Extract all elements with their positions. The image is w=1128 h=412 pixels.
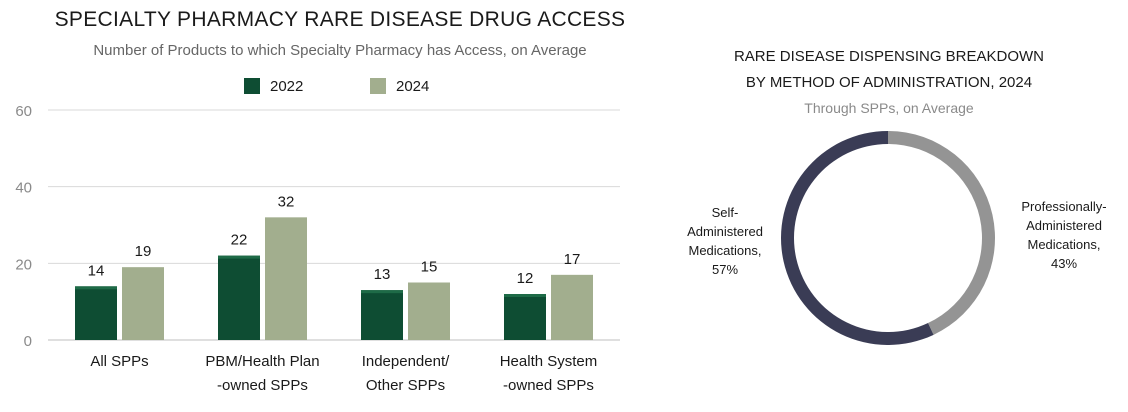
bar-top-highlight — [218, 255, 260, 259]
bar-2024 — [551, 274, 593, 340]
slice-label-self-administered: Self- Administered Medications, 57% — [670, 203, 780, 279]
bar-value-label: 15 — [421, 259, 438, 276]
slice-label-line: Professionally- — [1021, 199, 1107, 214]
bar-chart-title: SPECIALTY PHARMACY RARE DISEASE DRUG ACC… — [54, 8, 626, 31]
bar-value-label: 19 — [135, 243, 152, 260]
bar-chart-legend: 2022 2024 — [0, 76, 680, 96]
legend-item-2024: 2024 — [370, 76, 429, 96]
bar-2022 — [75, 286, 117, 340]
donut-slice-professionally-administered — [888, 131, 995, 335]
bar-top-highlight — [361, 290, 403, 294]
slice-label-line: Self- — [711, 205, 739, 220]
x-tick-label: -owned SPPs — [503, 377, 594, 394]
bar-2022 — [504, 294, 546, 340]
donut-title-line-2: BY METHOD OF ADMINISTRATION, 2024 — [745, 74, 1033, 91]
slice-label-line: 57% — [711, 262, 739, 277]
x-tick-label: Independent/ — [362, 353, 450, 370]
x-tick-label: -owned SPPs — [217, 377, 308, 394]
x-tick-label: PBM/Health Plan — [205, 353, 319, 370]
y-tick-label: 40 — [15, 180, 32, 197]
bar-2024 — [408, 282, 450, 340]
bar-value-label: 17 — [564, 251, 581, 268]
donut-title-line-1: RARE DISEASE DISPENSING BREAKDOWN — [733, 48, 1045, 65]
slice-label-professionally-administered: Professionally- Administered Medications, 4… — [1004, 197, 1124, 273]
bar-2024 — [265, 217, 307, 340]
legend-label-2024: 2024 — [396, 77, 430, 95]
y-tick-label: 0 — [24, 333, 32, 350]
x-tick-label: All SPPs — [90, 353, 148, 370]
bar-2024 — [122, 267, 164, 340]
bar-value-label: 32 — [278, 193, 295, 210]
bar-top-highlight — [75, 286, 117, 290]
bar-value-label: 12 — [517, 270, 534, 287]
legend-swatch-2022 — [244, 78, 260, 94]
bar-2022 — [361, 290, 403, 340]
slice-label-line: 43% — [1050, 256, 1078, 271]
y-tick-label: 60 — [15, 103, 32, 120]
y-tick-label: 20 — [15, 256, 32, 273]
donut-subtitle: Through SPPs, on Average — [804, 100, 974, 116]
slice-label-line: Medications, — [688, 243, 762, 258]
bar-chart-subtitle: Number of Products to which Specialty Ph… — [93, 42, 587, 59]
bar-2022 — [218, 255, 260, 340]
slice-label-line: Administered — [1026, 218, 1102, 233]
bar-value-label: 13 — [374, 266, 391, 283]
bar-value-label: 14 — [88, 262, 105, 279]
donut-slice-self-administered — [780, 130, 934, 345]
bar-top-highlight — [504, 294, 546, 297]
x-tick-label: Other SPPs — [366, 377, 445, 394]
legend-swatch-2024 — [370, 78, 386, 94]
bar-chart: 0 20 40 60 14 19 All SPPs 22 32 PBM/Health Plan -o… — [15, 103, 620, 394]
legend-item-2022: 2022 — [244, 76, 303, 96]
legend-label-2022: 2022 — [270, 77, 304, 95]
x-tick-label: Health System — [500, 353, 598, 370]
slice-label-line: Administered — [687, 224, 763, 239]
bar-value-label: 22 — [231, 232, 248, 249]
slice-label-line: Medications, — [1027, 237, 1101, 252]
